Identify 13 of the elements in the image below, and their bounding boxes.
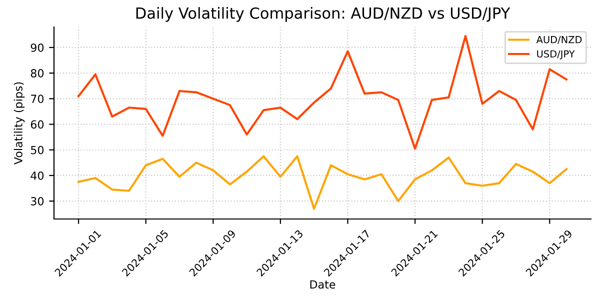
y-tick-label: 50 (30, 146, 44, 154)
y-tick-label: 30 (30, 197, 44, 206)
x-axis-title: Date (310, 280, 336, 289)
line-series (77, 155, 568, 210)
y-tick-label: 80 (30, 69, 44, 78)
y-tick-label: 60 (30, 120, 44, 129)
legend-label: USD/JPY (537, 50, 575, 60)
y-axis-title: Volatility (pips) (14, 82, 25, 164)
y-tick-label: 90 (30, 43, 44, 52)
chart-title: Daily Volatility Comparison: AUD/NZD vs USD/JPY (136, 7, 510, 22)
y-tick-label: 40 (30, 171, 44, 180)
y-tick-label: 70 (31, 94, 44, 104)
legend-label: AUD/NZD (536, 36, 582, 44)
